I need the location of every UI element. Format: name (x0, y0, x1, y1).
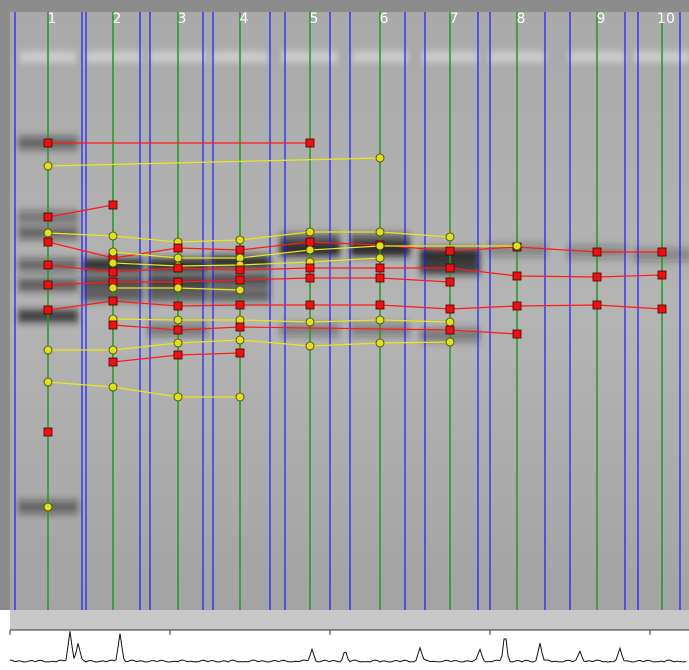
band-marker (376, 264, 384, 272)
density-profile (10, 630, 689, 662)
band-marker (306, 342, 314, 350)
band-marker (174, 244, 182, 252)
band-marker (174, 264, 182, 272)
band-marker (513, 302, 521, 310)
band-marker (236, 301, 244, 309)
band-marker (174, 302, 182, 310)
band-marker (376, 154, 384, 162)
band-marker (306, 139, 314, 147)
band-marker (236, 349, 244, 357)
lane-label: 3 (178, 11, 187, 27)
band-marker (236, 336, 244, 344)
band-marker (174, 351, 182, 359)
band-marker (376, 339, 384, 347)
band-marker (658, 305, 666, 313)
gel-analysis-view: 1 2 3 4 5 6 7 8 9 10 (0, 0, 689, 670)
band-marker (306, 318, 314, 326)
band-marker (446, 264, 454, 272)
band-marker (593, 273, 601, 281)
band-marker (174, 254, 182, 262)
band-marker (446, 318, 454, 326)
band-marker (174, 316, 182, 324)
band-marker (236, 236, 244, 244)
band-marker (44, 428, 52, 436)
band-marker (658, 248, 666, 256)
lane-label: 5 (310, 11, 319, 27)
band-marker (44, 238, 52, 246)
band-marker (44, 229, 52, 237)
band-marker (109, 358, 117, 366)
band-marker (446, 338, 454, 346)
band-marker (44, 213, 52, 221)
band-marker (236, 266, 244, 274)
band-marker (236, 276, 244, 284)
band-marker (109, 248, 117, 256)
band-marker (376, 301, 384, 309)
band-marker (109, 321, 117, 329)
scroll-bar[interactable] (10, 610, 689, 630)
band-marker (593, 248, 601, 256)
band-marker (44, 306, 52, 314)
band-marker (376, 274, 384, 282)
band-marker (306, 264, 314, 272)
band-marker (376, 228, 384, 236)
band-marker (376, 242, 384, 250)
lane-label: 1 (48, 11, 57, 27)
profile-trace (10, 631, 686, 662)
band-marker (109, 259, 117, 267)
band-marker (513, 242, 521, 250)
band-marker (306, 246, 314, 254)
band-marker (513, 272, 521, 280)
band-marker (306, 274, 314, 282)
band-marker (109, 232, 117, 240)
band-marker (109, 284, 117, 292)
band-marker (44, 378, 52, 386)
band-marker (593, 301, 601, 309)
band-marker (446, 247, 454, 255)
band-marker (376, 254, 384, 262)
band-marker (236, 323, 244, 331)
band-marker (44, 346, 52, 354)
band-marker (236, 246, 244, 254)
band-marker (236, 393, 244, 401)
band-marker (109, 297, 117, 305)
lane-label: 9 (597, 11, 606, 27)
lane-label: 10 (657, 11, 675, 27)
band-marker (306, 228, 314, 236)
band-marker (109, 268, 117, 276)
band-marker (446, 233, 454, 241)
lane-label: 7 (450, 11, 459, 27)
band-marker (44, 139, 52, 147)
band-marker (446, 305, 454, 313)
band-marker (109, 346, 117, 354)
band-marker (174, 284, 182, 292)
band-marker (109, 383, 117, 391)
band-marker (306, 238, 314, 246)
band-marker (44, 261, 52, 269)
band-marker (44, 162, 52, 170)
band-marker (236, 286, 244, 294)
band-marker (376, 316, 384, 324)
lane-label: 4 (240, 11, 249, 27)
lane-label: 8 (517, 11, 526, 27)
band-marker (513, 330, 521, 338)
band-marker (658, 271, 666, 279)
lane-label: 6 (380, 11, 389, 27)
band-marker (174, 339, 182, 347)
band-marker (306, 301, 314, 309)
lane-label: 2 (113, 11, 122, 27)
band-marker (446, 326, 454, 334)
band-marker (44, 503, 52, 511)
band-marker (446, 278, 454, 286)
band-marker (109, 201, 117, 209)
band-marker (174, 326, 182, 334)
band-marker (174, 393, 182, 401)
band-marker (44, 281, 52, 289)
